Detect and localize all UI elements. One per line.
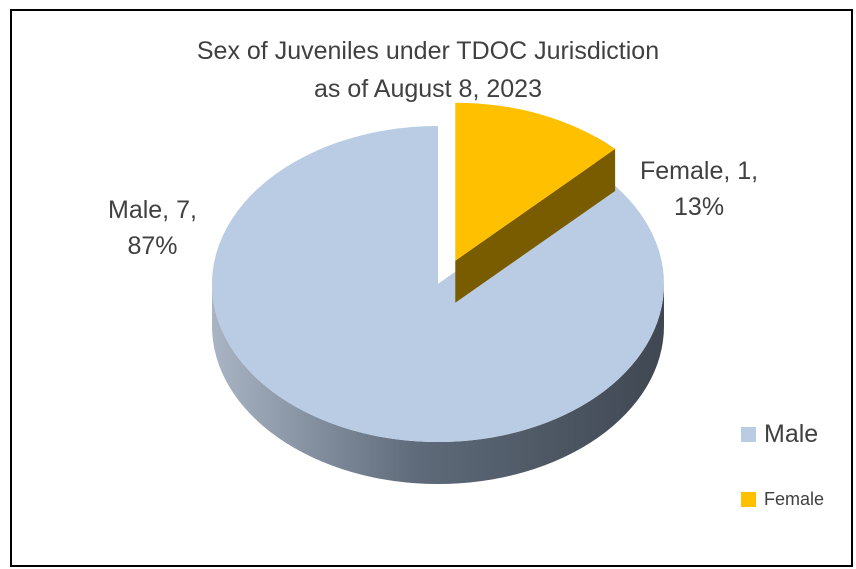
chart-title-line-1: Sex of Juveniles under TDOC Jurisdiction	[196, 37, 660, 65]
female-slice	[455, 102, 616, 261]
male-data-label-line2: 87%	[127, 232, 178, 260]
male-slice	[211, 126, 664, 442]
female-data-label-line1: Female, 1,	[640, 157, 759, 185]
legend-swatch-female	[741, 492, 756, 507]
legend-label-female: Female	[764, 489, 825, 509]
legend-item-female: Female	[741, 489, 824, 510]
male-data-label-line1: Male, 7,	[108, 196, 197, 224]
chart-title-line-2: as of August 8, 2023	[314, 75, 542, 103]
legend-label-male: Male	[764, 420, 819, 448]
male-data-label: Male, 7, 87%	[108, 192, 197, 264]
legend-swatch-male	[741, 427, 756, 442]
female-data-label: Female, 1, 13%	[640, 153, 758, 225]
legend-item-male: Male	[741, 420, 818, 449]
male-slice-side	[212, 284, 664, 484]
female-data-label-line2: 13%	[674, 193, 725, 221]
female-slice-cut-face	[455, 148, 616, 303]
